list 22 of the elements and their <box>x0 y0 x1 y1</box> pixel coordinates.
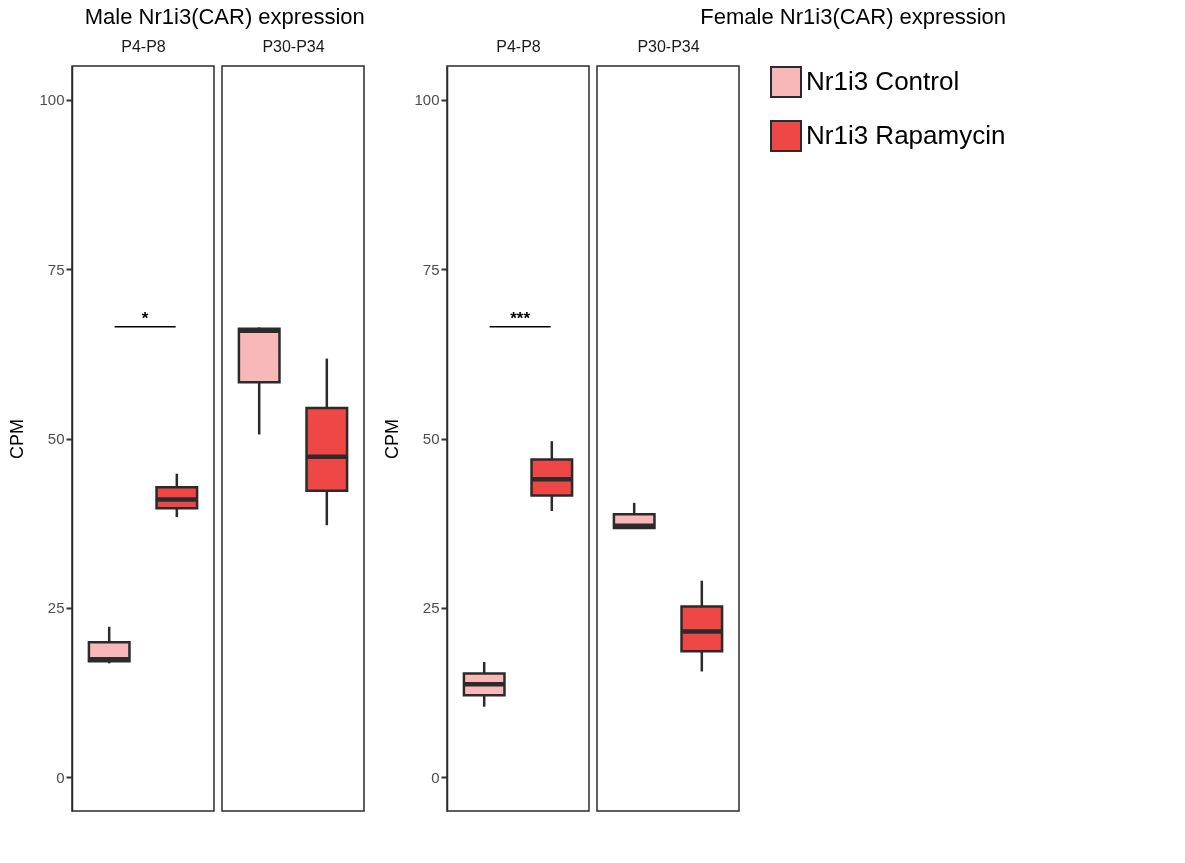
x-tick-label: P4-P8 <box>121 37 166 55</box>
y-tick-label: 75 <box>422 260 440 278</box>
annotation: * <box>141 308 149 328</box>
x-tick-label: P30-P34 <box>637 37 700 55</box>
legend-label: Nr1i3 Rapamycin <box>806 120 1006 150</box>
chart-title: Male Nr1i3(CAR) expression <box>84 4 365 30</box>
y-axis-title: CPM <box>382 419 403 459</box>
text: Female Nr1i3(CAR) expression <box>700 4 1006 30</box>
y-tick-label: 100 <box>39 91 65 109</box>
y-tick-label: 50 <box>422 430 440 447</box>
annotation: *** <box>510 308 531 328</box>
y-tick-label: 25 <box>422 599 440 617</box>
y-tick-label: 50 <box>47 430 65 447</box>
y-tick-label: 25 <box>47 599 65 617</box>
y-tick-label: 100 <box>414 91 440 109</box>
y-tick-label: 75 <box>47 260 65 278</box>
y-tick-label: 0 <box>431 768 440 786</box>
y-axis-title: CPM <box>7 419 28 459</box>
y-tick-label: 0 <box>56 768 65 786</box>
x-tick-label: P30-P34 <box>262 37 325 55</box>
legend-label: Nr1i3 Control <box>806 66 960 96</box>
x-tick-label: P4-P8 <box>496 37 541 55</box>
